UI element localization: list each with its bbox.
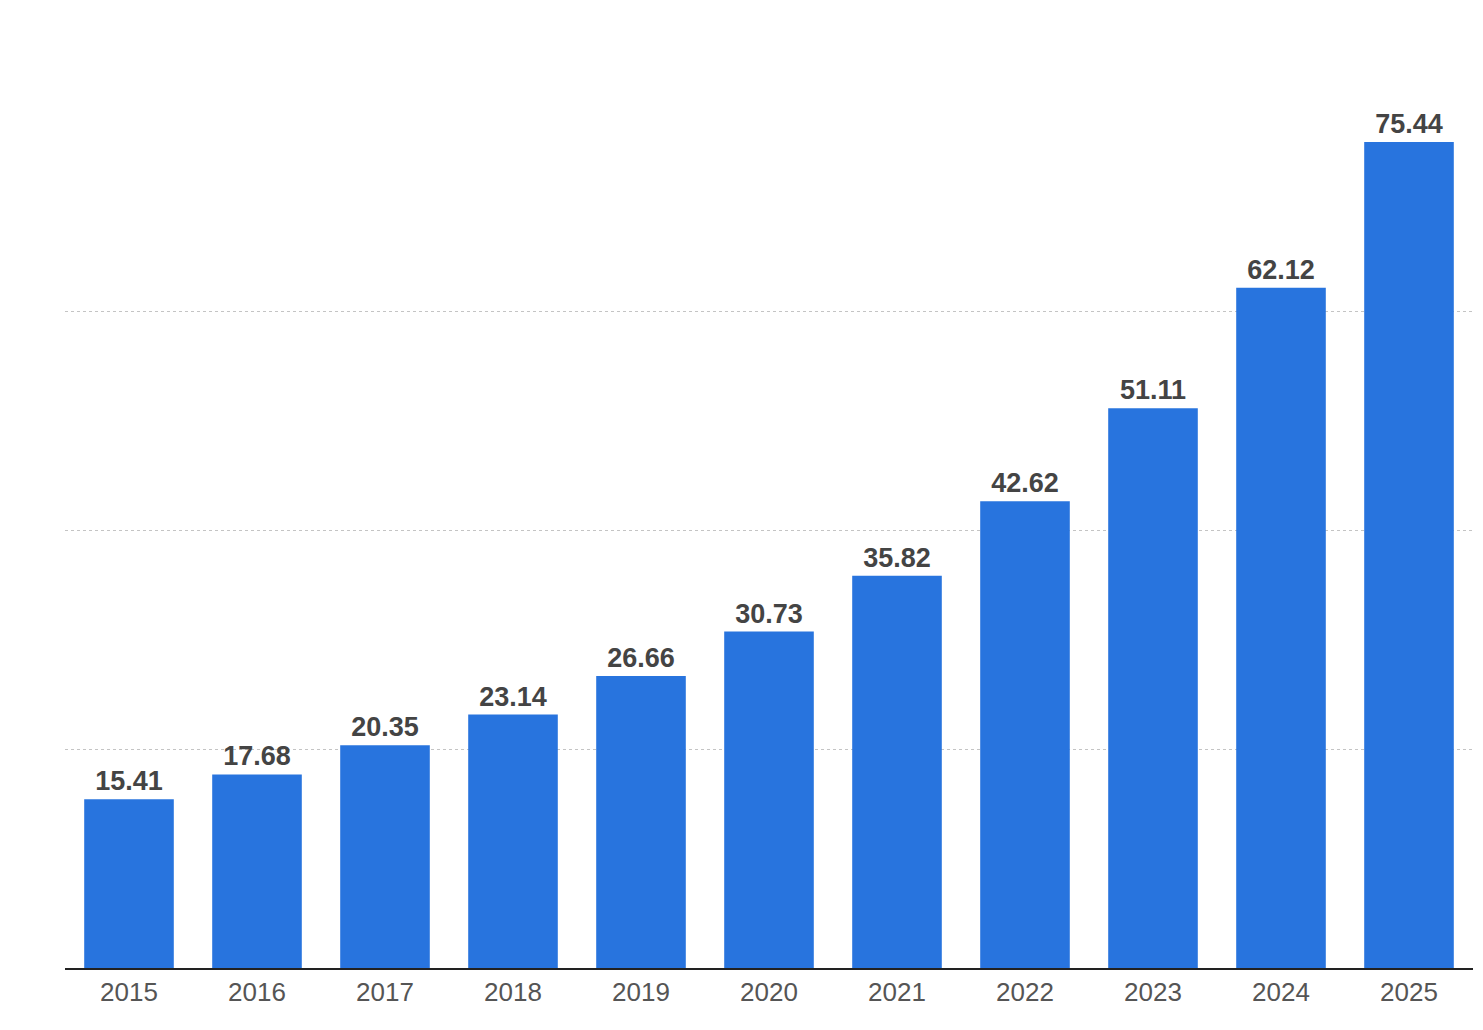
svg-text:23.14: 23.14 [479,682,547,712]
svg-text:42.62: 42.62 [991,468,1059,498]
svg-text:2019: 2019 [612,977,670,1007]
svg-text:20.35: 20.35 [351,712,419,742]
svg-text:2020: 2020 [740,977,798,1007]
svg-text:2025: 2025 [1380,977,1438,1007]
svg-text:2015: 2015 [100,977,158,1007]
svg-text:2024: 2024 [1252,977,1310,1007]
svg-text:62.12: 62.12 [1247,255,1315,285]
svg-text:17.68: 17.68 [223,741,291,771]
svg-text:15.41: 15.41 [95,766,163,796]
svg-text:2017: 2017 [356,977,414,1007]
svg-text:75.44: 75.44 [1375,109,1443,139]
svg-text:2018: 2018 [484,977,542,1007]
svg-text:2023: 2023 [1124,977,1182,1007]
svg-text:2016: 2016 [228,977,286,1007]
svg-text:26.66: 26.66 [607,643,675,673]
svg-text:30.73: 30.73 [735,599,803,629]
svg-text:35.82: 35.82 [863,543,931,573]
svg-text:2021: 2021 [868,977,926,1007]
svg-text:2022: 2022 [996,977,1054,1007]
svg-text:51.11: 51.11 [1120,375,1186,405]
